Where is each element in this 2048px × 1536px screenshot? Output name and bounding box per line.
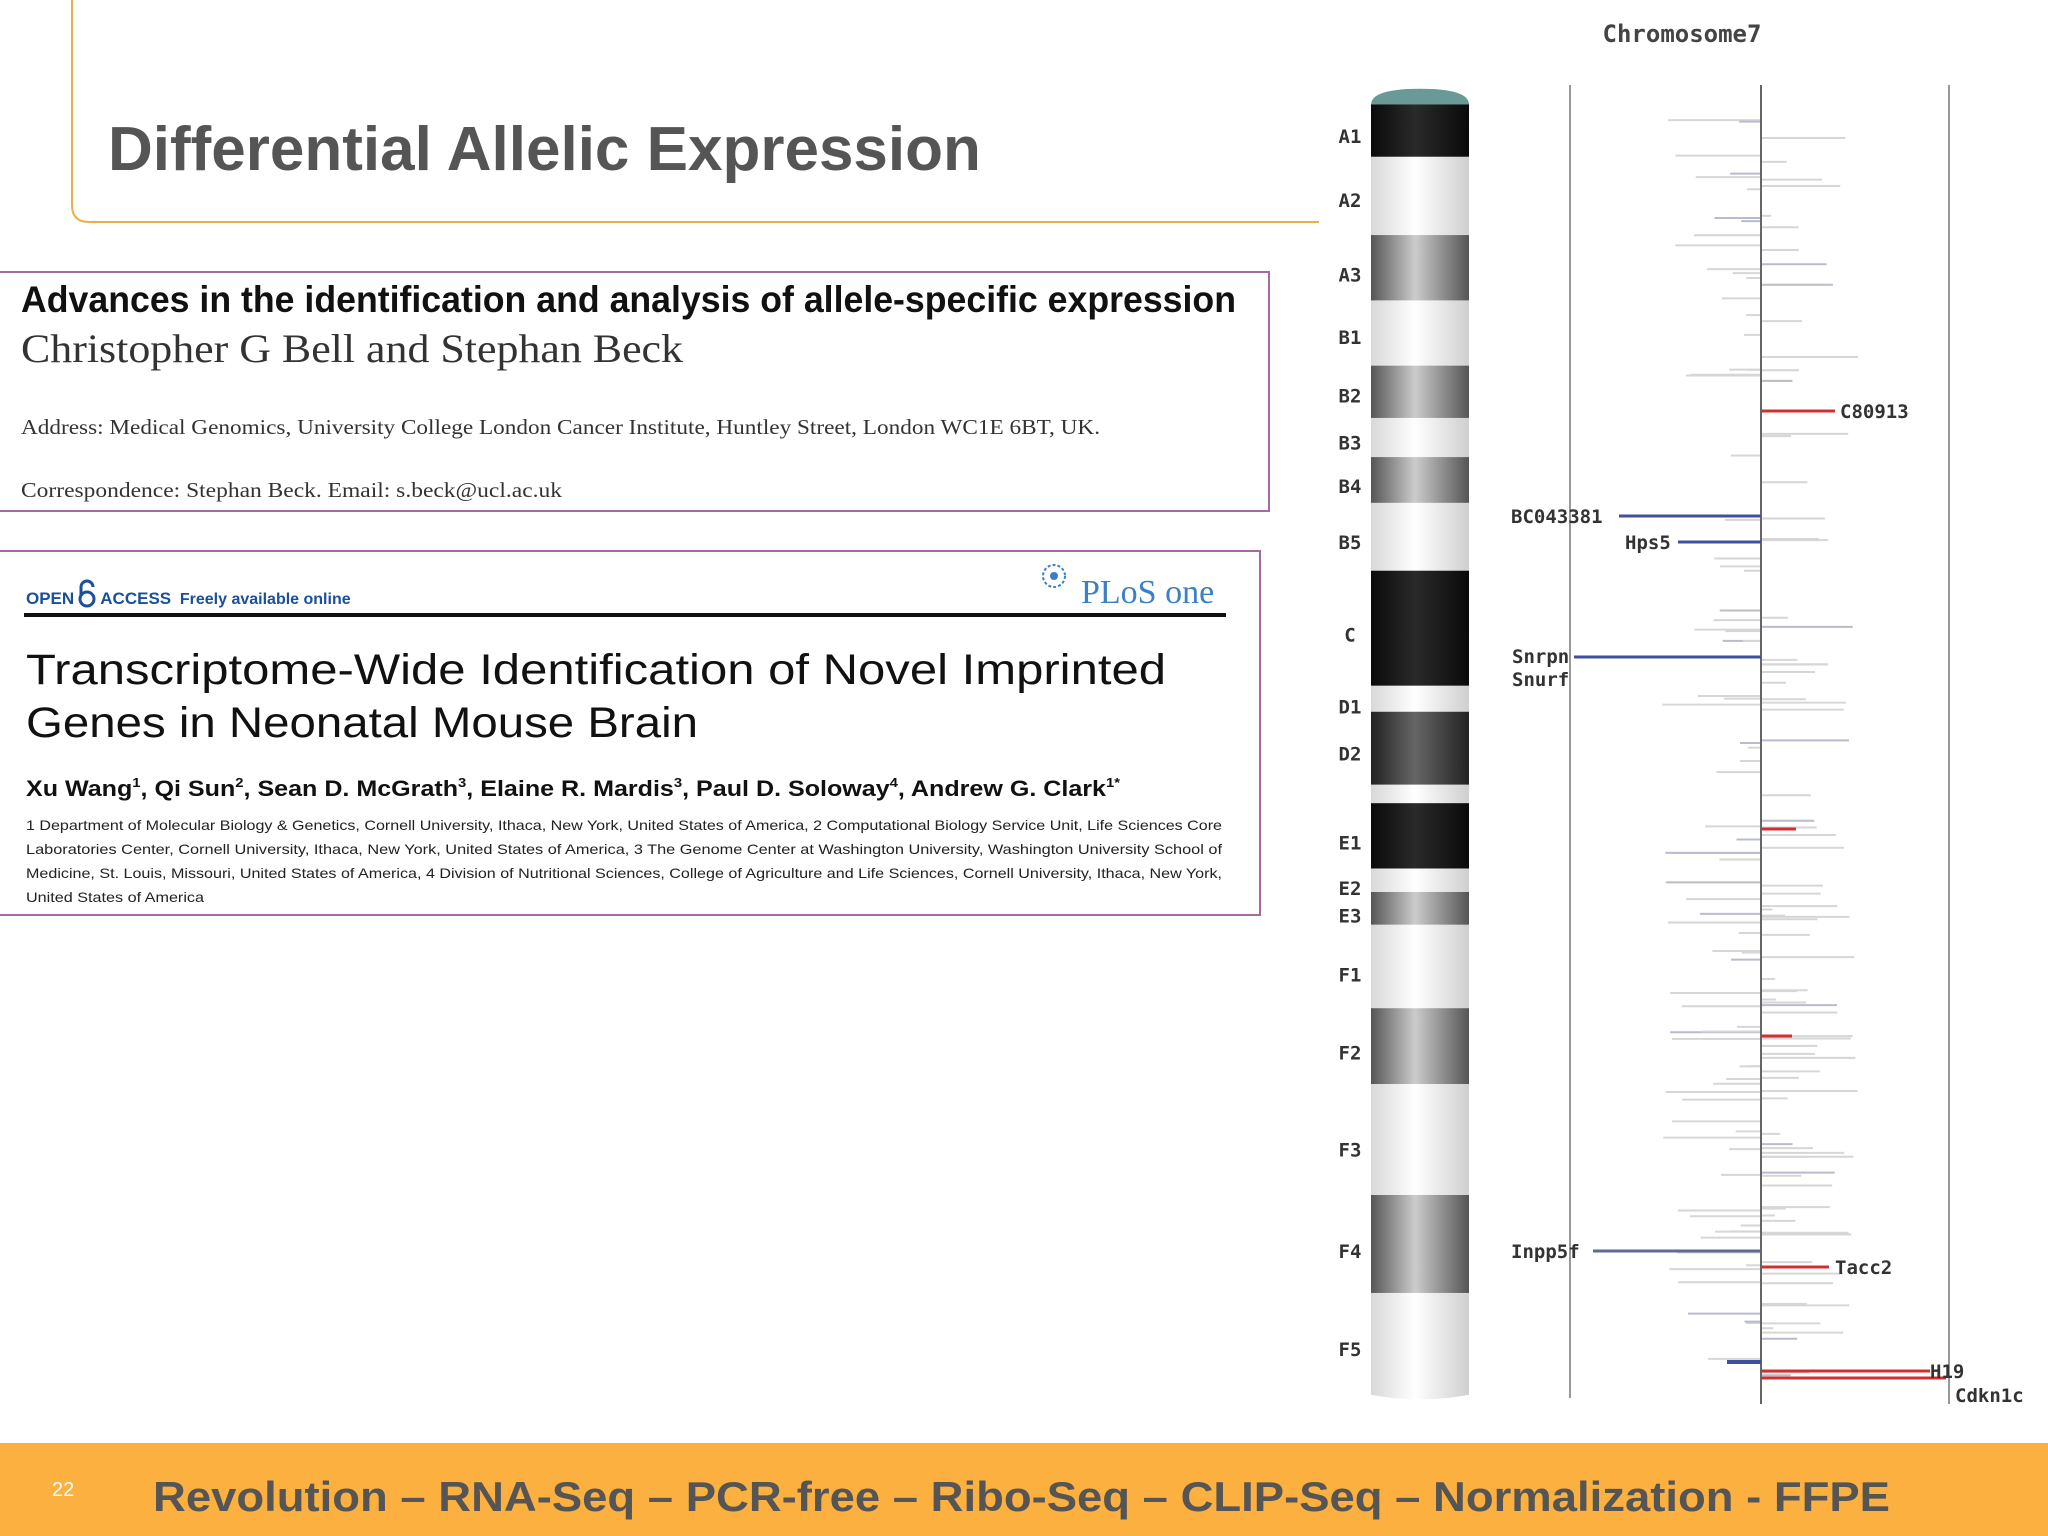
band-label: E1 xyxy=(1339,832,1362,854)
badge-open: OPEN xyxy=(26,589,74,608)
journal-logo-icon xyxy=(1042,564,1066,588)
band-label: C xyxy=(1344,625,1355,647)
expression-ticks xyxy=(1662,119,1859,1377)
band-label: F1 xyxy=(1339,964,1362,986)
band-label: B2 xyxy=(1339,386,1362,408)
centromere-cap xyxy=(1371,88,1469,105)
band-label: B5 xyxy=(1339,532,1362,554)
gene-label: Snurf xyxy=(1512,669,1569,691)
band xyxy=(1371,457,1469,504)
band xyxy=(1371,300,1469,367)
rule xyxy=(24,613,1226,617)
chromosome: A1 A2 A3 B1 B2 B3 B4 B5 C D1 D2 E1 E2 E3 F1 F2 F3 F4 F5 xyxy=(1339,88,1469,1400)
gene-label: C80913 xyxy=(1840,401,1909,423)
band-label: A3 xyxy=(1339,264,1362,286)
author-name: , Andrew G. Clark xyxy=(898,776,1107,801)
figure-title: Chromosome7 xyxy=(1603,20,1762,48)
paper-address: Address: Medical Genomics, University Co… xyxy=(21,415,1100,439)
band-label: D2 xyxy=(1339,744,1362,766)
band-label: D1 xyxy=(1339,697,1362,719)
paper-title-line: Genes in Neonatal Mouse Brain xyxy=(26,699,698,747)
affiliation-line: Medicine, St. Louis, Missouri, United St… xyxy=(26,865,1222,881)
badge-tagline: Freely available online xyxy=(180,591,351,608)
journal-name: PLoS one xyxy=(1081,574,1214,611)
author-affiliation: 3 xyxy=(674,775,682,790)
band xyxy=(1371,1008,1469,1085)
band-label: F5 xyxy=(1339,1339,1362,1361)
gene-label: Tacc2 xyxy=(1835,1257,1892,1279)
band-label: B1 xyxy=(1339,327,1362,349)
affiliation-line: Laboratories Center, Cornell University,… xyxy=(26,841,1222,857)
author-name: Xu Wang xyxy=(26,776,132,801)
band xyxy=(1371,502,1469,572)
band xyxy=(1371,1194,1469,1294)
author-name: , Paul D. Soloway xyxy=(682,776,890,801)
band xyxy=(1371,104,1469,158)
band xyxy=(1371,783,1469,805)
band xyxy=(1371,156,1469,237)
band xyxy=(1371,365,1469,419)
paper-correspondence: Correspondence: Stephan Beck. Email: s.b… xyxy=(21,478,563,502)
paper-box xyxy=(0,271,1270,512)
footer-bar xyxy=(0,1443,2048,1536)
band-label: F3 xyxy=(1339,1139,1362,1161)
band-label: A1 xyxy=(1339,126,1362,148)
band-label: B4 xyxy=(1339,476,1362,498)
paper-title-line: Transcriptome-Wide Identification of Nov… xyxy=(26,646,1166,694)
band xyxy=(1371,803,1469,870)
author-affiliation: 2 xyxy=(235,775,243,790)
band-label: F2 xyxy=(1339,1043,1362,1065)
chromosome-end xyxy=(1371,1384,1469,1400)
gene-label: BC043381 xyxy=(1511,506,1603,528)
band xyxy=(1371,685,1469,713)
band xyxy=(1371,891,1469,926)
band xyxy=(1371,235,1469,302)
footer-text: Revolution – RNA-Seq – PCR-free – Ribo-S… xyxy=(153,1473,1890,1520)
band xyxy=(1371,1083,1469,1196)
author-affiliation: 1* xyxy=(1106,775,1121,790)
band-label: A2 xyxy=(1339,190,1362,212)
badge-access: ACCESS xyxy=(100,589,171,608)
page-number: 22 xyxy=(52,1479,74,1501)
author-affiliation: 1 xyxy=(132,775,140,790)
band xyxy=(1371,570,1469,687)
paper-title: Advances in the identification and analy… xyxy=(21,279,1236,320)
author-affiliation: 4 xyxy=(890,775,899,790)
chromosome-figure: Chromosome7 A1 A2 A3 B1 B2 B3 B4 B5 C D1 D2 E1 E2 E3 F… xyxy=(1339,20,2024,1407)
gene-label: Inpp5f xyxy=(1511,1241,1580,1263)
gene-label: H19 xyxy=(1930,1361,1964,1383)
header-frame xyxy=(71,0,1319,223)
band xyxy=(1371,417,1469,459)
slide-title: Differential Allelic Expression xyxy=(108,115,981,184)
paper-authors: Christopher G Bell and Stephan Beck xyxy=(21,326,683,371)
affiliation-line: United States of America xyxy=(26,889,204,905)
gene-label: Cdkn1c xyxy=(1955,1385,2024,1407)
author-affiliation: 3 xyxy=(458,775,466,790)
band xyxy=(1371,1292,1469,1386)
band xyxy=(1371,868,1469,893)
open-access-badge: OPEN ACCESS Freely available online xyxy=(26,589,351,608)
author-name: , Sean D. McGrath xyxy=(244,776,459,801)
gene-label: Snrpn xyxy=(1512,646,1569,668)
lock-icon xyxy=(78,579,96,608)
gene-label: Hps5 xyxy=(1625,532,1671,554)
author-name: , Elaine R. Mardis xyxy=(466,776,674,801)
paper-box xyxy=(0,550,1261,916)
band-label: E2 xyxy=(1339,878,1362,900)
author-name: , Qi Sun xyxy=(141,776,236,801)
band xyxy=(1371,711,1469,785)
band-label: F4 xyxy=(1339,1241,1362,1263)
band-label: B3 xyxy=(1339,433,1362,455)
band xyxy=(1371,924,1469,1010)
affiliation-line: 1 Department of Molecular Biology & Gene… xyxy=(26,817,1222,833)
band-label: E3 xyxy=(1339,906,1362,928)
